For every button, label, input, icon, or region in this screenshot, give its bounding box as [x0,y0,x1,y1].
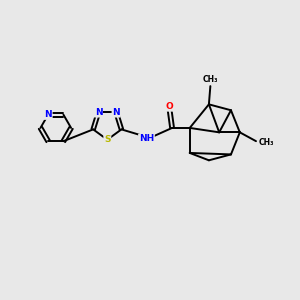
Text: O: O [165,102,173,111]
Text: S: S [104,135,111,144]
Text: NH: NH [139,134,154,143]
Text: CH₃: CH₃ [258,138,274,147]
Text: N: N [44,110,52,119]
Text: CH₃: CH₃ [202,75,218,84]
Text: N: N [112,108,120,117]
Text: N: N [95,108,102,117]
